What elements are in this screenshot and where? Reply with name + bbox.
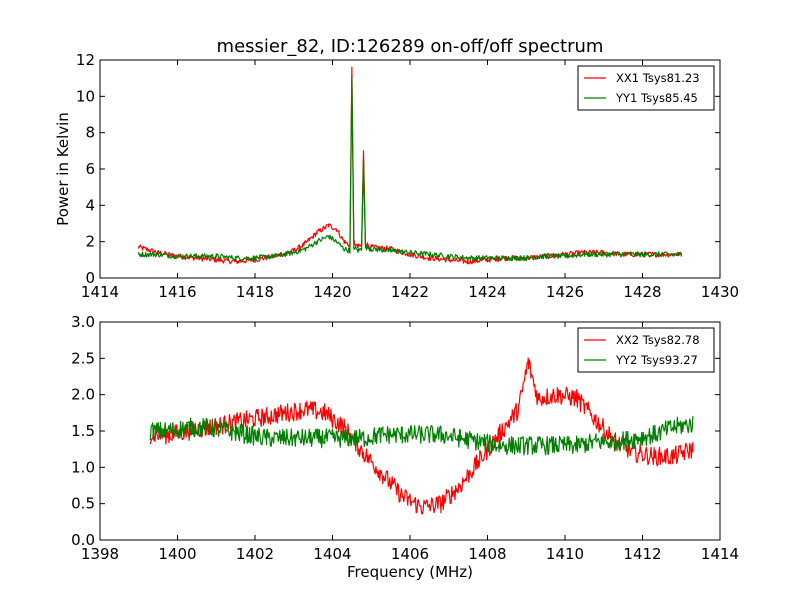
bottom-legend-label-2: YY2 Tsys93.27 xyxy=(615,353,698,367)
top-chart: 1414 1416 1418 1420 1422 1424 1426 1428 1430 0 2 4 6… xyxy=(76,51,739,301)
top-y-tick-label: 0 xyxy=(85,269,95,287)
top-x-tick-label: 1424 xyxy=(468,283,506,301)
bottom-y-tick-label: 3.0 xyxy=(71,313,95,331)
bottom-y-tick-label: 1.5 xyxy=(71,422,95,440)
bottom-legend: XX2 Tsys82.78 YY2 Tsys93.27 xyxy=(577,327,715,373)
top-x-tick-label: 1426 xyxy=(546,283,584,301)
top-y-tick-label: 10 xyxy=(76,87,95,105)
top-chart-title: messier_82, ID:126289 on-off/off spectru… xyxy=(217,36,604,57)
bottom-legend-box xyxy=(577,327,715,373)
bottom-y-tick-label: 2.0 xyxy=(71,386,95,404)
top-y-tick-label: 8 xyxy=(85,124,95,142)
bottom-y-tick-label: 0.0 xyxy=(71,531,95,549)
top-x-tick-label: 1420 xyxy=(313,283,351,301)
top-series-line-1 xyxy=(138,66,682,265)
top-chart-y-label: Power in Kelvin xyxy=(54,112,72,226)
bottom-x-tick-label: 1410 xyxy=(546,545,584,563)
bottom-x-tick-label: 1404 xyxy=(313,545,351,563)
top-y-tick-label: 2 xyxy=(85,233,95,251)
bottom-legend-label-1: XX2 Tsys82.78 xyxy=(616,333,700,347)
top-x-tick-label: 1422 xyxy=(391,283,429,301)
bottom-x-tick-label: 1414 xyxy=(701,545,739,563)
top-series-line-2 xyxy=(138,77,682,262)
top-legend-label-2: YY1 Tsys85.45 xyxy=(615,91,698,105)
bottom-y-tick-label: 2.5 xyxy=(71,349,95,367)
bottom-chart-x-label: Frequency (MHz) xyxy=(347,563,473,581)
bottom-x-tick-label: 1406 xyxy=(391,545,429,563)
top-legend-label-1: XX1 Tsys81.23 xyxy=(616,71,700,85)
bottom-y-tick-label: 0.5 xyxy=(71,495,95,513)
bottom-chart: 1398 1400 1402 1404 1406 1408 1410 1412 1414 0.0 0… xyxy=(71,313,739,563)
bottom-y-tick-label: 1.0 xyxy=(71,458,95,476)
top-y-tick-label: 4 xyxy=(85,196,95,214)
bottom-series-line-1 xyxy=(149,357,694,515)
top-y-tick-label: 12 xyxy=(76,51,95,69)
bottom-series-line-2 xyxy=(149,415,694,456)
bottom-x-tick-label: 1402 xyxy=(236,545,274,563)
top-y-tick-label: 6 xyxy=(85,160,95,178)
top-x-tick-label: 1428 xyxy=(623,283,661,301)
top-x-tick-label: 1416 xyxy=(158,283,196,301)
bottom-x-tick-label: 1412 xyxy=(623,545,661,563)
top-x-tick-label: 1414 xyxy=(81,283,119,301)
top-x-tick-label: 1418 xyxy=(236,283,274,301)
bottom-x-tick-label: 1400 xyxy=(158,545,196,563)
top-x-tick-label: 1430 xyxy=(701,283,739,301)
bottom-x-tick-label: 1408 xyxy=(468,545,506,563)
top-legend: XX1 Tsys81.23 YY1 Tsys85.45 xyxy=(577,65,715,111)
top-legend-box xyxy=(577,65,715,111)
bottom-x-tick-label: 1398 xyxy=(81,545,119,563)
